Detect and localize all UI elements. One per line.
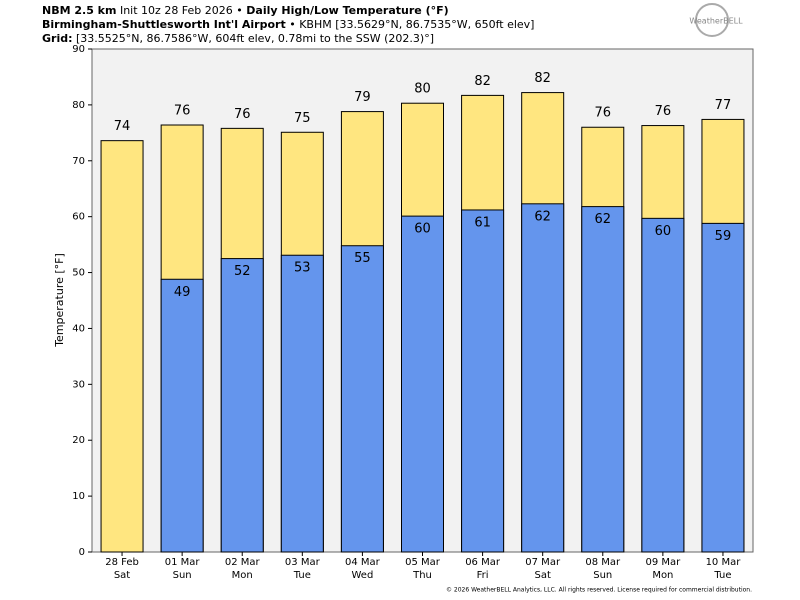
low-label: 60 bbox=[414, 222, 431, 237]
low-label: 62 bbox=[534, 209, 551, 224]
y-tick-label: 40 bbox=[72, 323, 85, 334]
high-label: 76 bbox=[655, 104, 672, 119]
y-tick-label: 70 bbox=[72, 156, 85, 167]
high-label: 74 bbox=[114, 119, 131, 134]
init: Init 10z 28 Feb 2026 bbox=[119, 4, 233, 17]
low-label: 60 bbox=[655, 224, 672, 239]
header-line: NBM 2.5 km Init 10z 28 Feb 2026 • Daily … bbox=[42, 4, 449, 17]
high-label: 76 bbox=[594, 106, 611, 121]
low-label: 61 bbox=[474, 215, 491, 230]
x-tick-day: Sat bbox=[534, 570, 550, 581]
high-label: 79 bbox=[354, 90, 371, 105]
x-tick-label: 06 Mar bbox=[465, 557, 501, 568]
x-tick-label: 28 Feb bbox=[105, 557, 139, 568]
x-tick-day: Tue bbox=[293, 570, 311, 581]
high-label: 77 bbox=[715, 98, 732, 113]
low-label: 52 bbox=[234, 264, 251, 279]
header-line: Grid: [33.5525°N, 86.7586°W, 604ft elev,… bbox=[42, 32, 534, 46]
low-bar bbox=[581, 206, 625, 553]
x-tick-day: Wed bbox=[352, 570, 374, 581]
y-tick-label: 0 bbox=[79, 547, 85, 558]
low-bar bbox=[461, 209, 505, 553]
x-tick-day: Tue bbox=[713, 570, 731, 581]
low-label: 62 bbox=[594, 212, 611, 227]
high-label: 80 bbox=[414, 82, 431, 97]
product: Daily High/Low Temperature (°F) bbox=[246, 4, 449, 17]
y-tick-label: 30 bbox=[72, 379, 85, 390]
logo: WeatherBELL bbox=[689, 17, 743, 26]
low-bar bbox=[160, 278, 204, 553]
x-tick-label: 09 Mar bbox=[645, 557, 681, 568]
x-tick-day: Sat bbox=[114, 570, 130, 581]
logo-swirl bbox=[695, 3, 729, 37]
header: NBM 2.5 km Init 10z 28 Feb 2026 • Daily … bbox=[42, 4, 534, 46]
footer: © 2026 WeatherBELL Analytics, LLC. All r… bbox=[446, 587, 752, 594]
x-tick-label: 08 Mar bbox=[585, 557, 621, 568]
low-bar bbox=[340, 245, 384, 553]
header-line: Birmingham-Shuttlesworth Int'l Airport •… bbox=[42, 18, 535, 31]
grid-label: Grid: bbox=[42, 32, 73, 45]
x-tick-label: 04 Mar bbox=[345, 557, 381, 568]
high-label: 82 bbox=[534, 71, 551, 86]
x-tick-day: Sun bbox=[593, 570, 612, 581]
grid-info: [33.5525°N, 86.7586°W, 604ft elev, 0.78m… bbox=[76, 32, 434, 45]
x-tick-day: Fri bbox=[477, 570, 489, 581]
y-tick-label: 20 bbox=[72, 435, 85, 446]
y-tick-label: 60 bbox=[72, 212, 85, 223]
high-label: 82 bbox=[474, 74, 491, 89]
x-tick-day: Mon bbox=[232, 570, 253, 581]
high-bar bbox=[100, 140, 144, 553]
low-label: 49 bbox=[174, 285, 191, 300]
station: Birmingham-Shuttlesworth Int'l Airport bbox=[42, 18, 286, 31]
x-tick-label: 02 Mar bbox=[225, 557, 261, 568]
low-bar bbox=[401, 215, 444, 553]
y-axis-label: Temperature [°F] bbox=[53, 253, 66, 348]
low-label: 59 bbox=[715, 229, 732, 244]
y-tick-label: 80 bbox=[72, 100, 85, 111]
x-tick-day: Sun bbox=[173, 570, 192, 581]
x-tick-day: Mon bbox=[652, 570, 673, 581]
low-label: 55 bbox=[354, 251, 371, 266]
low-bar bbox=[521, 203, 565, 553]
low-label: 53 bbox=[294, 261, 311, 276]
x-tick-label: 07 Mar bbox=[525, 557, 561, 568]
x-tick-day: Thu bbox=[412, 570, 432, 581]
model: NBM 2.5 km bbox=[42, 4, 117, 17]
x-tick-label: 05 Mar bbox=[405, 557, 441, 568]
y-tick-label: 50 bbox=[72, 268, 85, 279]
y-tick-label: 90 bbox=[72, 44, 85, 55]
y-tick-label: 10 bbox=[72, 491, 85, 502]
x-tick-label: 01 Mar bbox=[165, 557, 201, 568]
low-bar bbox=[220, 258, 264, 553]
high-label: 75 bbox=[294, 111, 311, 126]
station-info: KBHM [33.5629°N, 86.7535°W, 650ft elev] bbox=[299, 18, 535, 31]
high-label: 76 bbox=[174, 104, 191, 119]
low-bar bbox=[641, 217, 685, 553]
low-bar bbox=[701, 222, 745, 553]
x-tick-label: 03 Mar bbox=[285, 557, 321, 568]
x-tick-label: 10 Mar bbox=[706, 557, 742, 568]
low-bar bbox=[280, 254, 324, 553]
high-label: 76 bbox=[234, 107, 251, 122]
